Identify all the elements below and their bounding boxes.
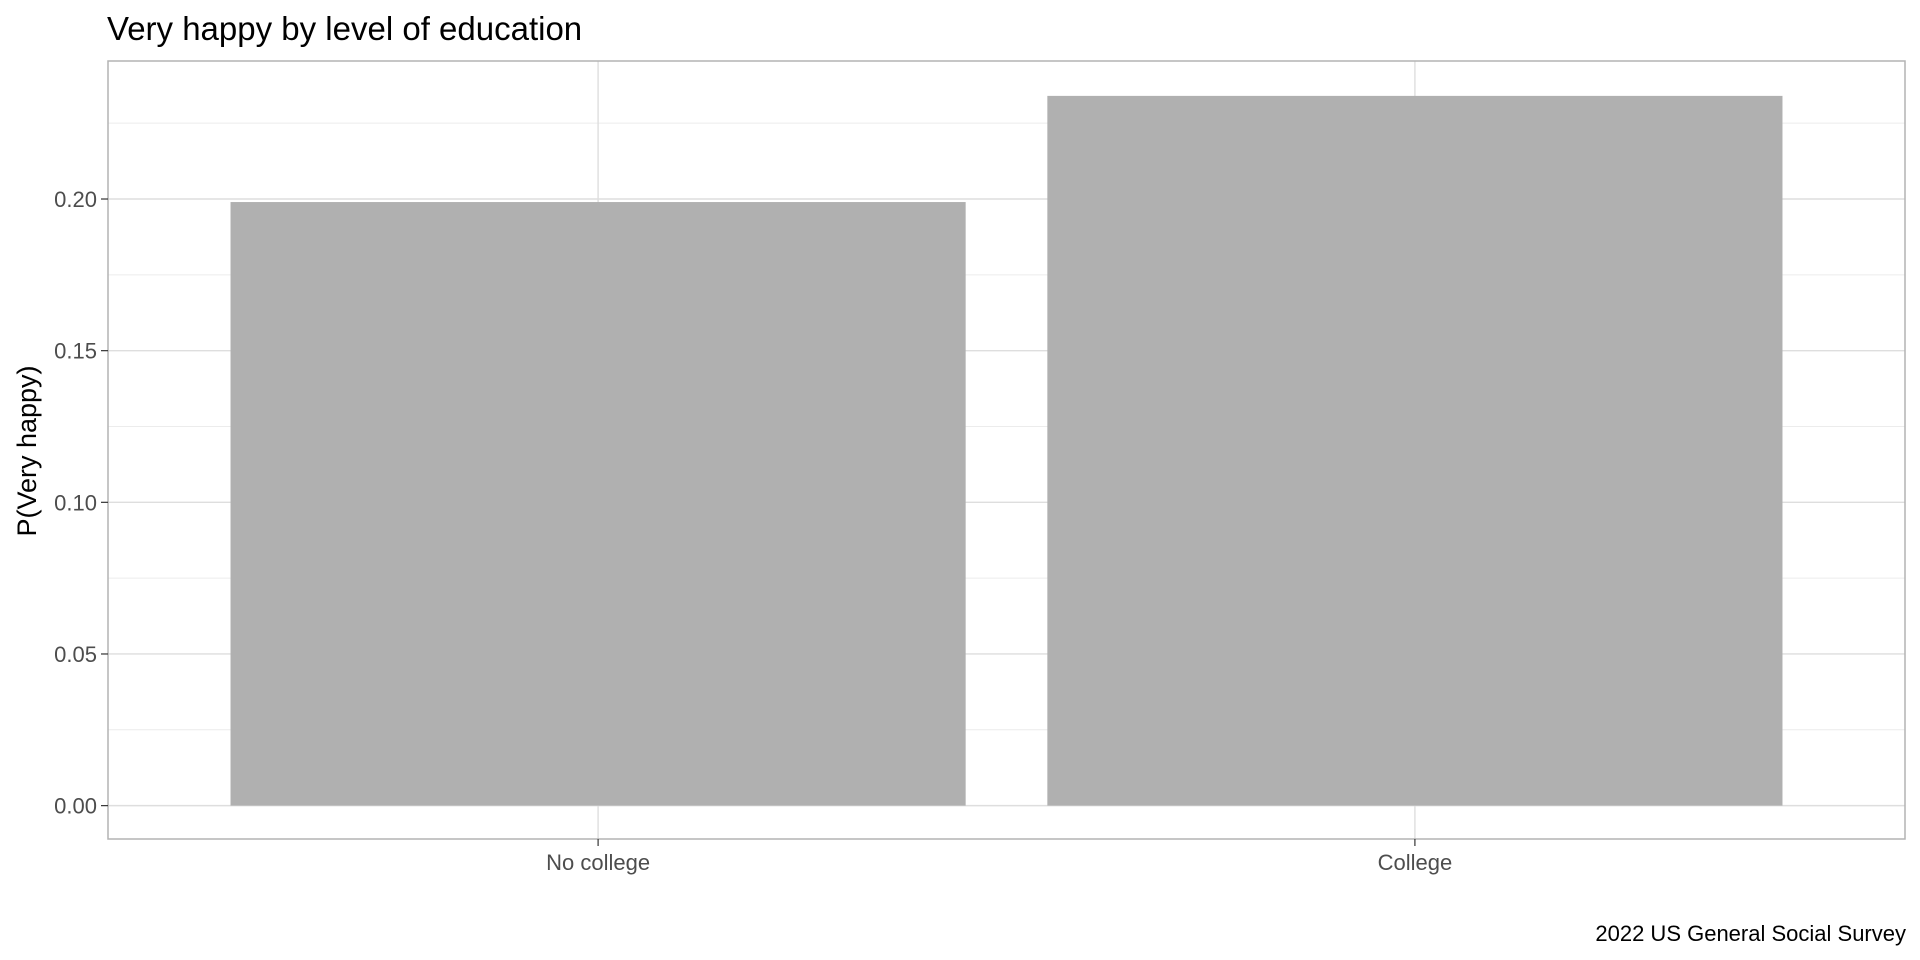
bars <box>230 95 1783 806</box>
bar-no-college <box>230 202 966 806</box>
y-axis-ticks: 0.00 0.05 0.10 0.15 0.20 <box>54 187 108 819</box>
y-tick-label: 0.05 <box>54 642 97 667</box>
chart-caption: 2022 US General Social Survey <box>1595 921 1906 946</box>
y-tick-label: 0.00 <box>54 794 97 819</box>
chart-title: Very happy by level of education <box>107 10 582 47</box>
panel-border <box>107 60 1906 840</box>
x-axis-ticks: No college College <box>546 839 1452 875</box>
x-tick-label: College <box>1378 850 1453 875</box>
y-tick-label: 0.10 <box>54 490 97 515</box>
y-tick-label: 0.15 <box>54 339 97 364</box>
y-axis-title: P(Very happy) <box>12 365 42 536</box>
bar-college <box>1047 95 1783 806</box>
y-tick-label: 0.20 <box>54 187 97 212</box>
x-tick-label: No college <box>546 850 650 875</box>
